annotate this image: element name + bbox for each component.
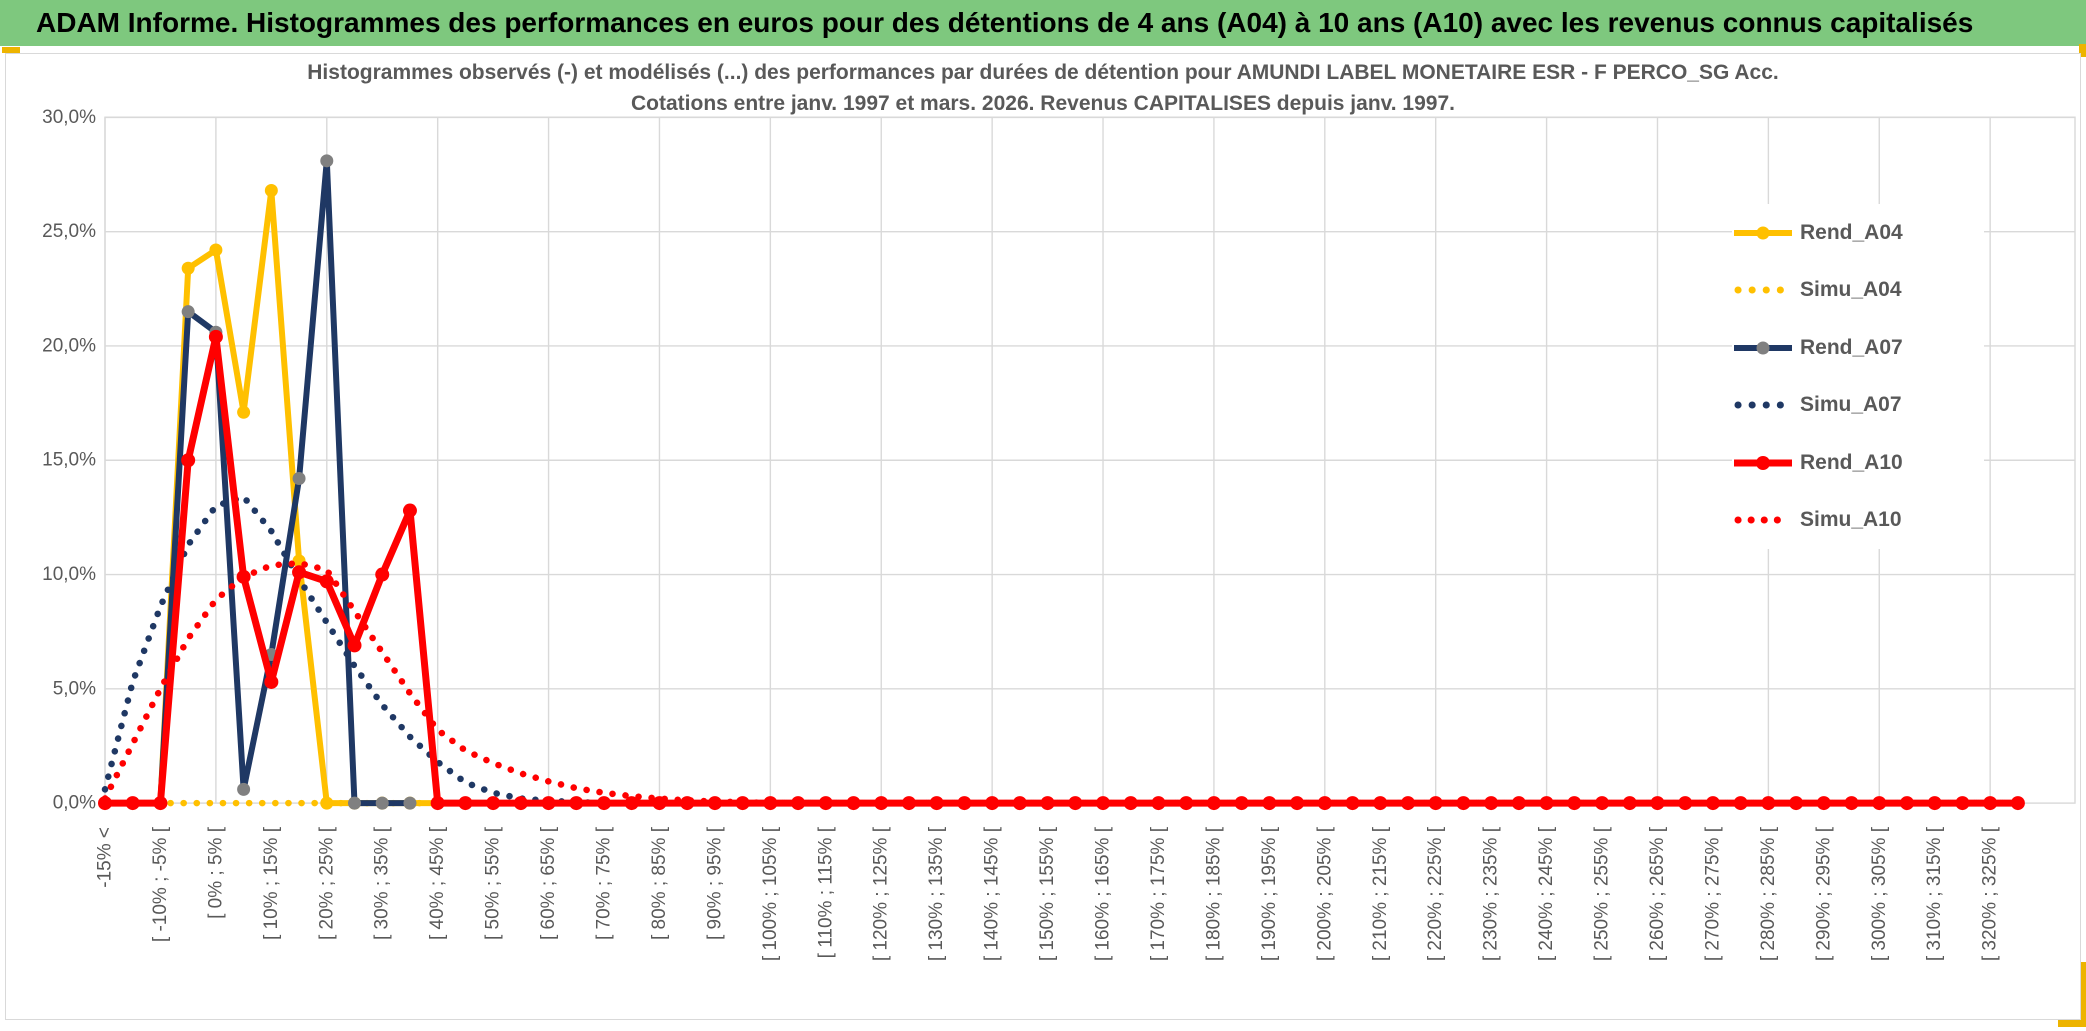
y-tick-label: 5,0% — [53, 678, 96, 699]
x-tick-label: [ 120% ; 125% [ — [871, 826, 892, 961]
x-tick-label: [ 60% ; 65% [ — [538, 826, 559, 940]
x-tick-label: [ 190% ; 195% [ — [1259, 826, 1280, 961]
legend-label: Simu_A07 — [1800, 393, 1902, 417]
rend-a04-line-swatch — [1734, 226, 1792, 240]
x-axis-labels: -15% < [ -10% ; -5% [ [ 0% ; 5% [ [ 10% ; 1… — [95, 826, 2001, 961]
x-tick-label: [ 160% ; 165% [ — [1093, 826, 1114, 961]
legend-item-rend-a04[interactable]: Rend_A04 — [1732, 204, 1984, 262]
chart-legend: Rend_A04 Simu_A04 Rend_A07 Simu_A07 Rend… — [1732, 204, 1984, 549]
legend-label: Simu_A10 — [1800, 508, 1902, 532]
x-tick-label: [ 10% ; 15% [ — [261, 826, 282, 940]
x-tick-label: [ 270% ; 275% [ — [1702, 826, 1723, 961]
legend-label: Simu_A04 — [1800, 278, 1902, 302]
chart-title: Histogrammes observés (-) et modélisés (… — [307, 57, 1778, 119]
x-tick-label: [ 50% ; 55% [ — [483, 826, 504, 940]
y-tick-label: 20,0% — [42, 335, 96, 356]
x-tick-label: [ 320% ; 325% [ — [1980, 826, 2001, 961]
y-tick-label: 10,0% — [42, 564, 96, 585]
legend-label: Rend_A04 — [1800, 220, 1903, 244]
x-tick-label: [ 170% ; 175% [ — [1148, 826, 1169, 961]
legend-item-rend-a10[interactable]: Rend_A10 — [1732, 434, 1984, 492]
x-tick-label: [ 40% ; 45% [ — [427, 826, 448, 940]
x-tick-label: [ 110% ; 115% [ — [815, 826, 836, 958]
y-axis-labels: 0,0% 5,0% 10,0% 15,0% 20,0% 25,0% 30,0% — [42, 107, 96, 814]
gold-frame-top-right — [2079, 44, 2086, 57]
x-tick-label: [ 20% ; 25% [ — [316, 826, 337, 940]
gold-frame-right — [2079, 962, 2086, 1026]
x-tick-label: [ 70% ; 75% [ — [594, 826, 615, 940]
y-tick-label: 30,0% — [42, 107, 96, 128]
x-tick-label: [ 300% ; 305% [ — [1869, 826, 1890, 961]
series-rend_a10 — [98, 329, 2025, 811]
x-tick-label: [ 210% ; 215% [ — [1370, 826, 1391, 961]
y-tick-label: 0,0% — [53, 793, 96, 814]
gold-frame-bottom-right — [2058, 1019, 2086, 1027]
gold-frame-top-left — [2, 47, 20, 53]
simu-a10-dotted-swatch — [1734, 516, 1794, 524]
x-tick-label: [ 220% ; 225% [ — [1425, 826, 1446, 961]
legend-item-rend-a07[interactable]: Rend_A07 — [1732, 319, 1984, 377]
legend-item-simu-a10[interactable]: Simu_A10 — [1732, 492, 1984, 550]
x-tick-label: -15% < — [95, 827, 116, 888]
x-tick-label: [ 30% ; 35% [ — [372, 826, 393, 940]
x-tick-label: [ 260% ; 265% [ — [1647, 826, 1668, 961]
x-tick-label: [ 250% ; 255% [ — [1592, 826, 1613, 961]
y-tick-label: 25,0% — [42, 221, 96, 242]
x-tick-label: [ 80% ; 85% [ — [649, 826, 670, 940]
legend-item-simu-a04[interactable]: Simu_A04 — [1732, 262, 1984, 320]
rend-a07-line-swatch — [1734, 341, 1792, 355]
x-tick-label: [ 200% ; 205% [ — [1314, 826, 1335, 961]
legend-item-simu-a07[interactable]: Simu_A07 — [1732, 377, 1984, 435]
y-gridlines — [105, 116, 2075, 690]
x-tick-label: [ 140% ; 145% [ — [982, 826, 1003, 961]
x-tick-label: [ 100% ; 105% [ — [760, 826, 781, 961]
x-tick-label: [ 90% ; 95% [ — [704, 826, 725, 940]
legend-label: Rend_A07 — [1800, 335, 1903, 359]
x-tick-label: [ 240% ; 245% [ — [1536, 826, 1557, 961]
x-tick-label: [ 280% ; 285% [ — [1758, 826, 1779, 961]
rend-a10-line-swatch — [1734, 455, 1792, 470]
x-tick-label: [ 0% ; 5% [ — [205, 826, 226, 919]
x-tick-label: [ 310% ; 315% [ — [1924, 826, 1945, 961]
simu-a07-dotted-swatch — [1734, 401, 1794, 409]
x-tick-label: [ 150% ; 155% [ — [1037, 826, 1058, 961]
chart-title-line-2: Cotations entre janv. 1997 et mars. 2026… — [631, 92, 1455, 115]
x-tick-label: [ -10% ; -5% [ — [150, 826, 171, 942]
series-simu_a07 — [101, 493, 2022, 807]
x-tick-label: [ 180% ; 185% [ — [1203, 826, 1224, 961]
y-tick-label: 15,0% — [42, 450, 96, 471]
x-tick-label: [ 290% ; 295% [ — [1813, 826, 1834, 961]
x-tick-label: [ 230% ; 235% [ — [1481, 826, 1502, 961]
simu-a04-dotted-swatch — [1734, 286, 1794, 294]
series-simu_a10 — [101, 559, 2022, 807]
chart-title-line-1: Histogrammes observés (-) et modélisés (… — [307, 61, 1779, 84]
series-rend_a07 — [98, 154, 417, 810]
legend-label: Rend_A10 — [1800, 450, 1903, 474]
page-title: ADAM Informe. Histogrammes des performan… — [0, 0, 2086, 46]
x-gridlines — [104, 117, 1991, 804]
x-tick-label: [ 130% ; 135% [ — [926, 826, 947, 961]
